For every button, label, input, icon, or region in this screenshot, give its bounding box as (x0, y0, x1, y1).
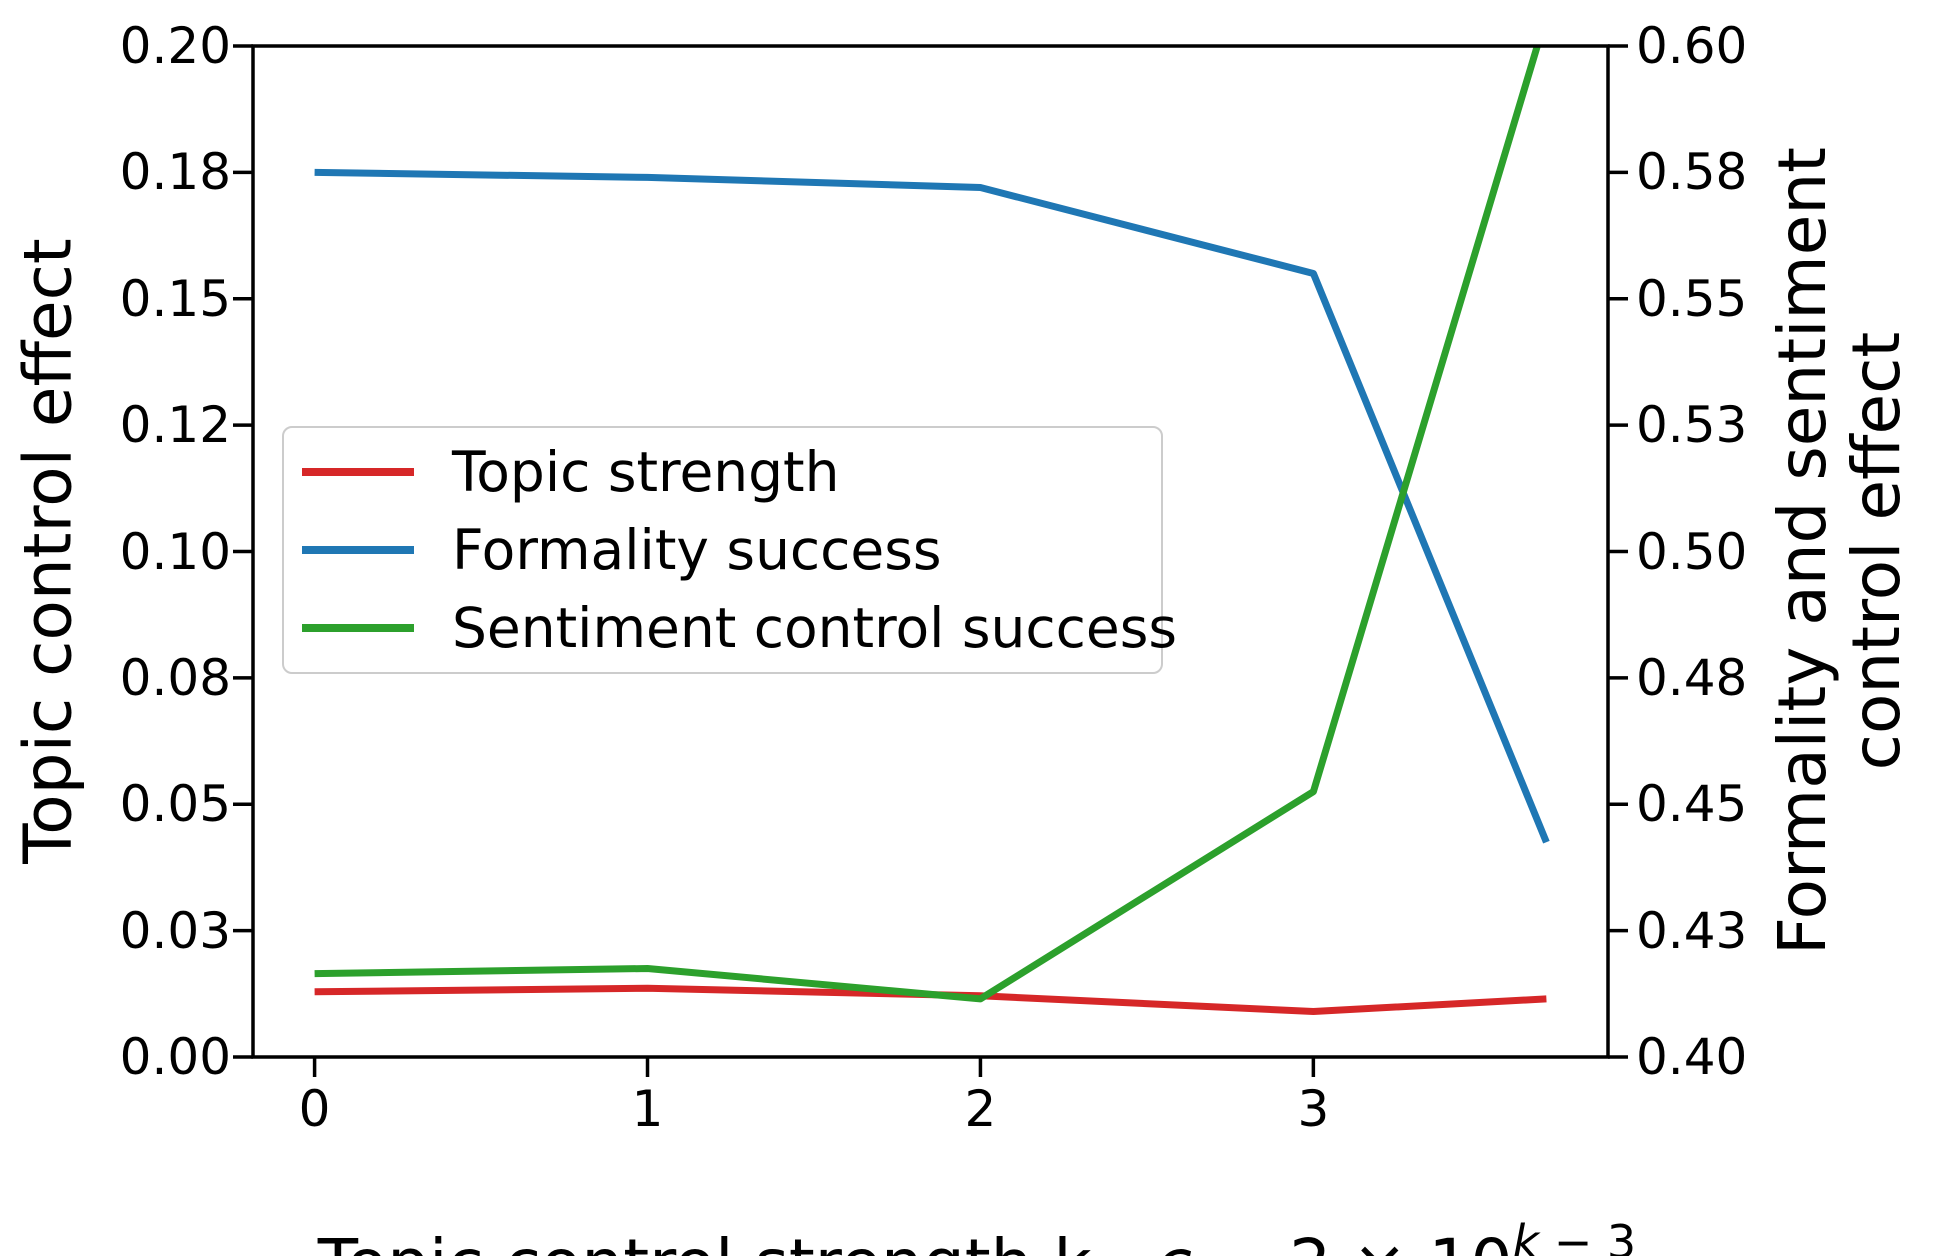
legend-item-label: Formality success (452, 518, 942, 582)
left-y-tick-label: 0.12 (119, 396, 231, 455)
right-y-tick-label: 0.60 (1636, 17, 1748, 75)
x-tick-label: 1 (631, 1080, 664, 1138)
right-y-tick-label: 0.43 (1636, 901, 1748, 960)
x-axis-title-superscript-k: k (1512, 1215, 1540, 1256)
x-axis-title-superscript-minus3: − 3 (1539, 1215, 1637, 1256)
legend-line-sample (302, 624, 414, 632)
right-y-tick-label: 0.53 (1636, 396, 1748, 455)
left-y-tick-label: 0.05 (119, 775, 231, 834)
legend-line-sample (302, 468, 414, 476)
right-y-tick-label: 0.58 (1636, 143, 1748, 202)
right-axis-title-line2: control effect (1838, 331, 1915, 771)
left-y-tick-label: 0.10 (119, 522, 231, 581)
formality-success-line (314, 168, 1550, 844)
legend-item: Topic strength (284, 433, 1161, 511)
right-y-tick-label: 0.40 (1636, 1028, 1748, 1086)
left-y-tick-label: 0.08 (119, 648, 231, 707)
legend-item: Sentiment control success (284, 589, 1177, 667)
legend: Topic strength Formality success Sentime… (282, 426, 1177, 674)
x-tick-label: 3 (1297, 1080, 1330, 1138)
x-axis-title-var-c: c (1156, 1225, 1192, 1256)
right-axis-title-line1: Formality and sentiment (1764, 146, 1841, 956)
left-y-tick-label: 0.20 (119, 17, 231, 75)
axes-frame (251, 44, 1610, 1059)
left-y-tick-label: 0.03 (119, 901, 231, 960)
legend-line-sample (302, 546, 414, 554)
x-axis-title: Topic control strength k, c = 2 × 10k − … (234, 1148, 1636, 1256)
right-y-tick-label: 0.55 (1636, 269, 1748, 328)
right-axis-title: Formality and sentiment control effect (1764, 146, 1915, 956)
legend-item-label: Sentiment control success (452, 596, 1178, 660)
left-y-tick-label: 0.15 (119, 269, 231, 328)
legend-item: Formality success (284, 511, 1161, 589)
x-axis-title-text: Topic control strength k, (318, 1225, 1134, 1256)
sentiment-control-success-line (314, 46, 1541, 1003)
legend-item-label: Topic strength (452, 440, 840, 504)
x-tick-label: 0 (298, 1080, 331, 1138)
right-y-tick-label: 0.50 (1636, 522, 1748, 581)
x-axis-title-superscript: k − 3 (1512, 1215, 1636, 1256)
left-y-tick-label: 0.00 (119, 1028, 231, 1086)
left-y-tick-label: 0.18 (119, 143, 231, 202)
x-axis-title-equation: = 2 × 10 (1192, 1225, 1513, 1256)
right-y-tick-label: 0.45 (1636, 775, 1748, 834)
x-tick-label: 2 (964, 1080, 997, 1138)
right-y-tick-label: 0.48 (1636, 648, 1748, 707)
